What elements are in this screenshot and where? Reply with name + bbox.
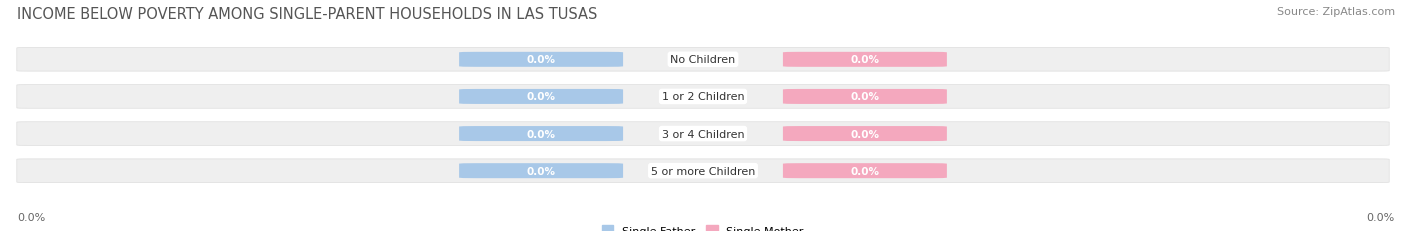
FancyBboxPatch shape [460, 127, 623, 141]
Text: 0.0%: 0.0% [851, 166, 879, 176]
Text: 0.0%: 0.0% [527, 55, 555, 65]
FancyBboxPatch shape [17, 159, 1389, 183]
Text: 0.0%: 0.0% [527, 92, 555, 102]
FancyBboxPatch shape [17, 85, 1389, 109]
Text: 3 or 4 Children: 3 or 4 Children [662, 129, 744, 139]
Text: No Children: No Children [671, 55, 735, 65]
FancyBboxPatch shape [783, 90, 946, 104]
FancyBboxPatch shape [17, 48, 1389, 72]
Text: 1 or 2 Children: 1 or 2 Children [662, 92, 744, 102]
Text: 0.0%: 0.0% [527, 166, 555, 176]
Text: 0.0%: 0.0% [527, 129, 555, 139]
Text: 0.0%: 0.0% [851, 129, 879, 139]
Legend: Single Father, Single Mother: Single Father, Single Mother [598, 221, 808, 231]
Text: 5 or more Children: 5 or more Children [651, 166, 755, 176]
Text: 0.0%: 0.0% [851, 55, 879, 65]
Text: 0.0%: 0.0% [1367, 212, 1395, 222]
FancyBboxPatch shape [783, 127, 946, 141]
Text: Source: ZipAtlas.com: Source: ZipAtlas.com [1277, 7, 1395, 17]
Text: INCOME BELOW POVERTY AMONG SINGLE-PARENT HOUSEHOLDS IN LAS TUSAS: INCOME BELOW POVERTY AMONG SINGLE-PARENT… [17, 7, 598, 22]
FancyBboxPatch shape [460, 164, 623, 178]
FancyBboxPatch shape [460, 53, 623, 67]
Text: 0.0%: 0.0% [17, 212, 45, 222]
FancyBboxPatch shape [783, 53, 946, 67]
Text: 0.0%: 0.0% [851, 92, 879, 102]
FancyBboxPatch shape [460, 90, 623, 104]
FancyBboxPatch shape [783, 164, 946, 178]
FancyBboxPatch shape [17, 122, 1389, 146]
